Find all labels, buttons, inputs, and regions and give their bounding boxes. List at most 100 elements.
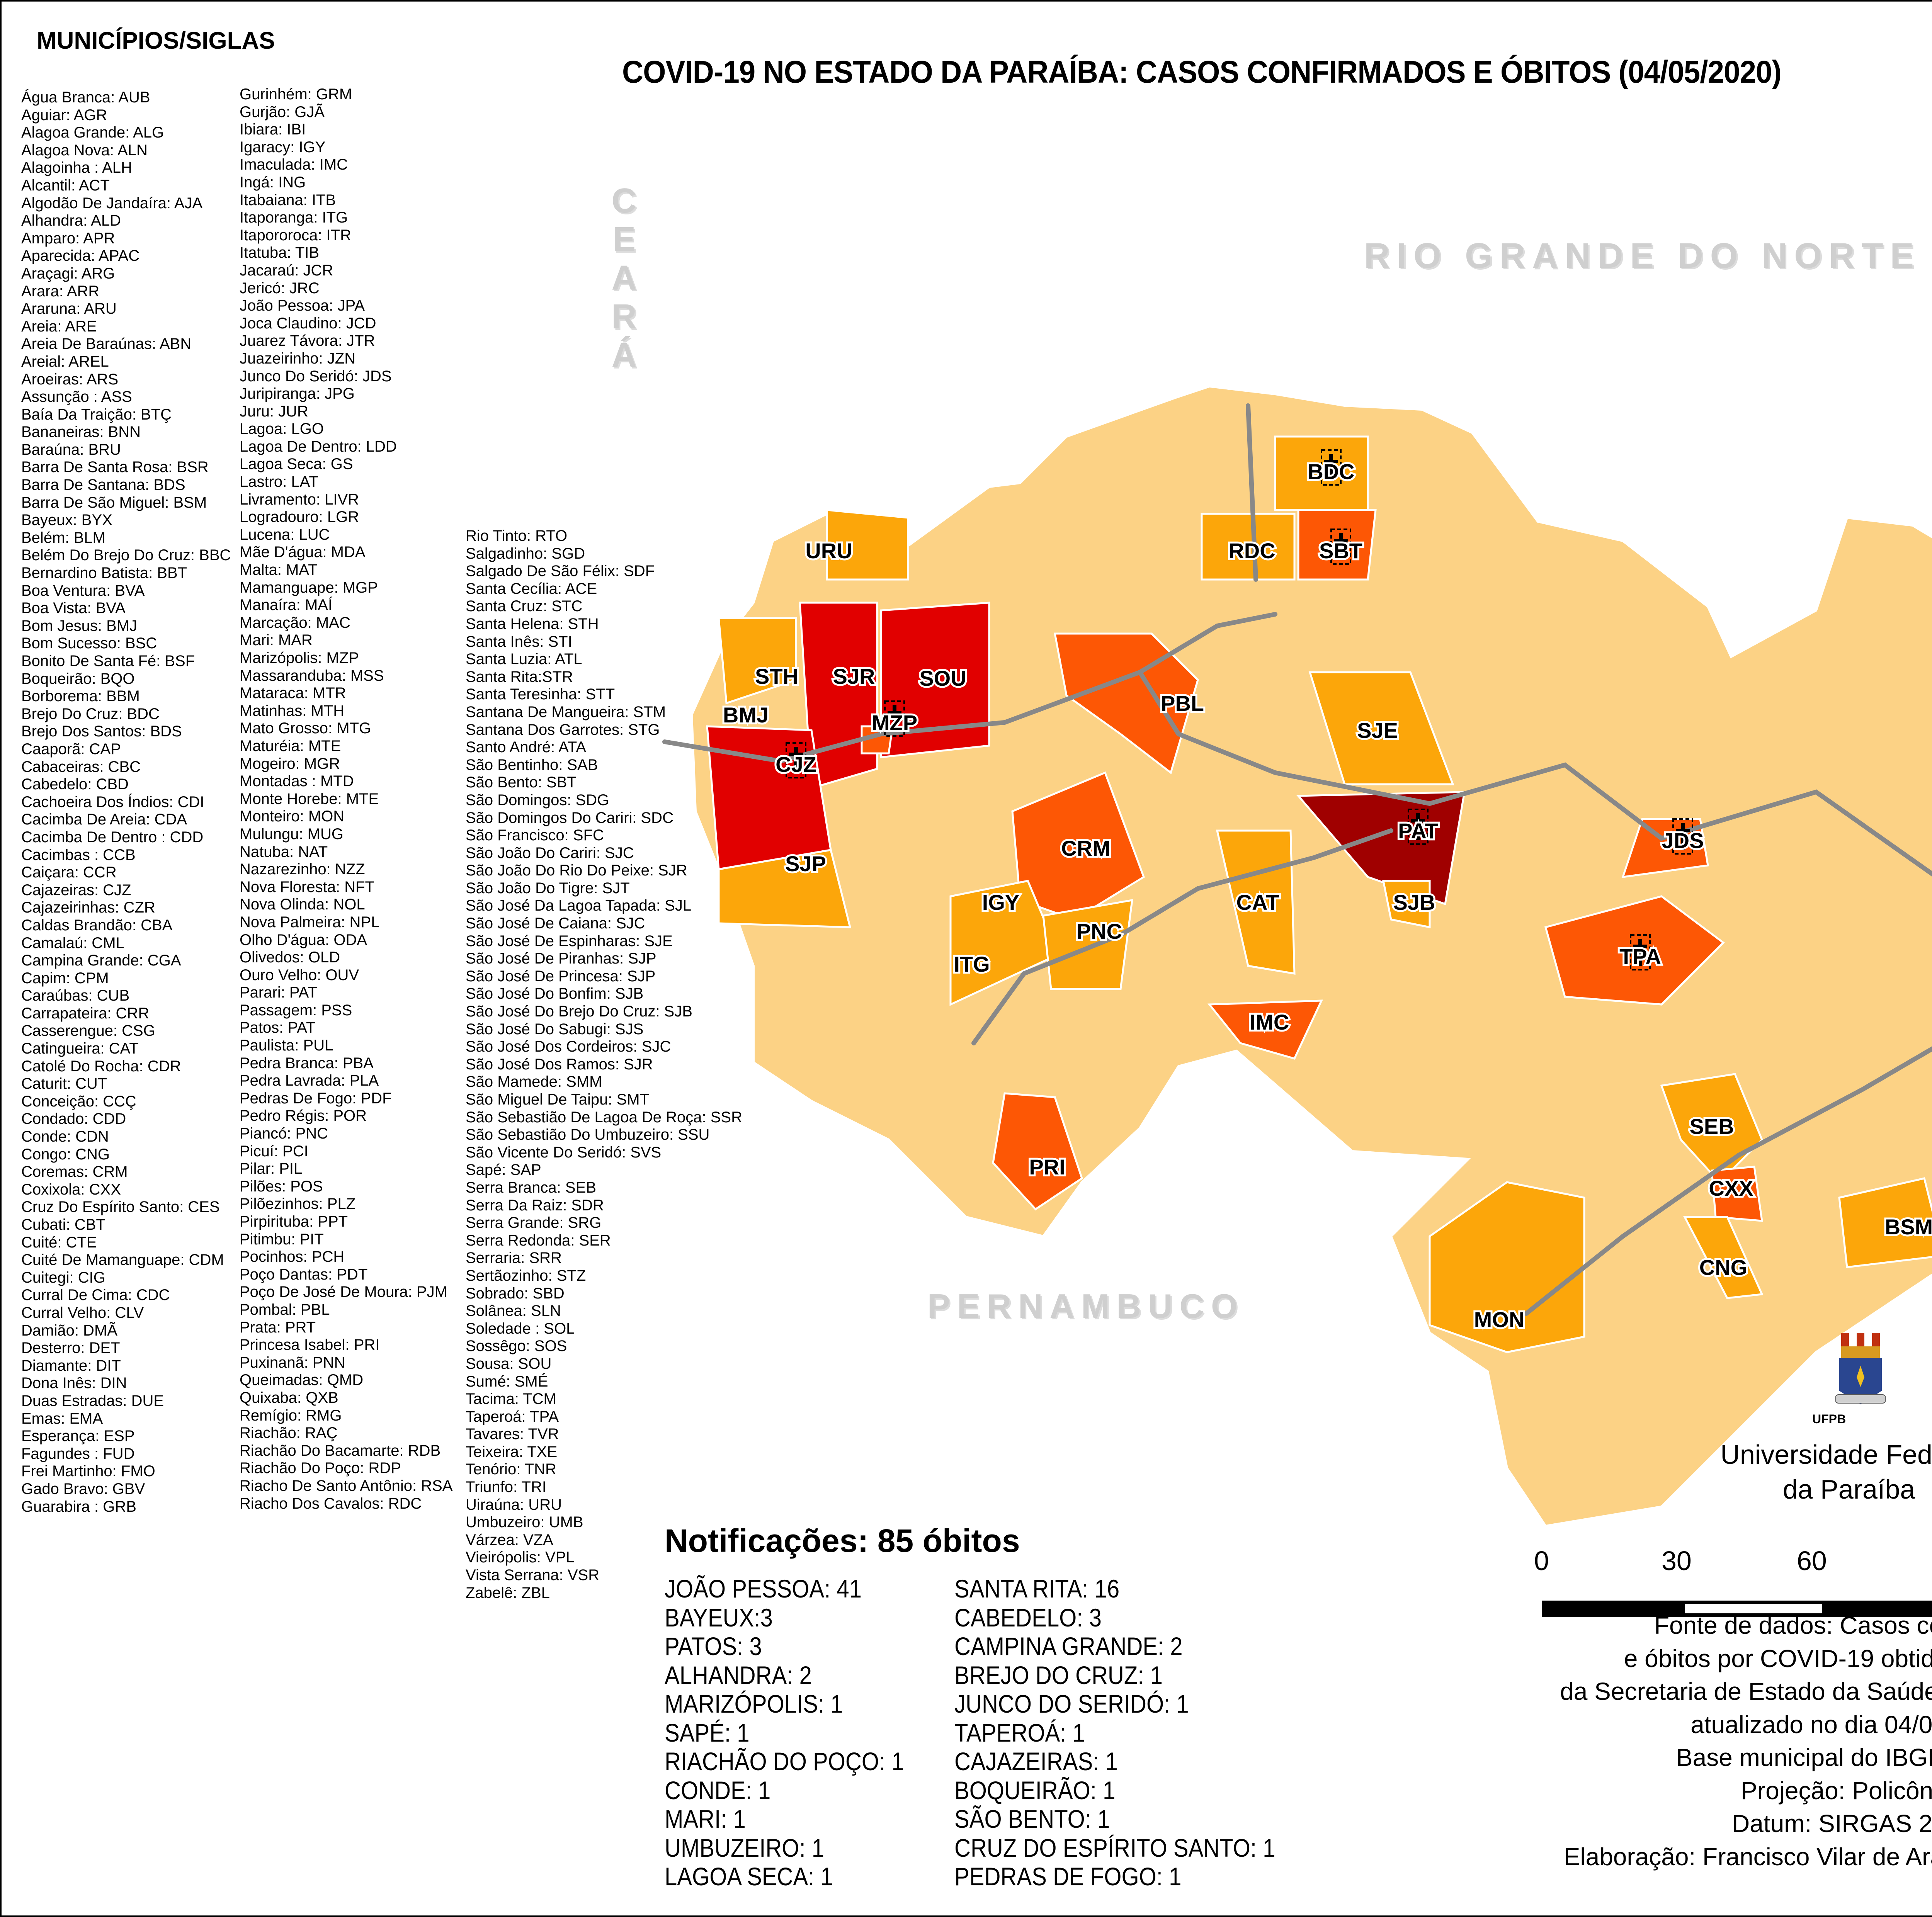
municipio-item: Casserengue: CSG [21,1022,155,1040]
municipio-item: Cubati: CBT [21,1216,105,1233]
obito-count-item: BAYEUX:3 [665,1603,773,1632]
municipios-heading: MUNICÍPIOS/SIGLAS [37,27,275,54]
municipio-item: Quixaba: QXB [240,1389,338,1406]
municipio-item: Zabelê: ZBL [466,1584,550,1601]
credit-line: Datum: SIRGAS 2000 [1731,1810,1932,1837]
municipio-item: Brejo Do Cruz: BDC [21,705,160,722]
municipio-item: Mogeiro: MGR [240,755,340,772]
municipio-item: Frei Martinho: FMO [21,1463,155,1480]
municipio-item: Cuité: CTE [21,1234,97,1251]
municipio-item: Assunção : ASS [21,388,132,406]
death-marker-box [1630,934,1651,970]
municipio-item: São Miguel De Taipu: SMT [466,1091,650,1108]
municipio-item: São Domingos Do Cariri: SDC [466,809,673,826]
municipio-item: Ibiara: IBI [240,121,306,138]
municipio-item: Alagoa Nova: ALN [21,141,148,159]
municipio-item: Lagoa Seca: GS [240,455,353,473]
municipio-item: Juripiranga: JPG [240,385,355,403]
credit-line: atualizado no dia 04/05/2020; [1690,1710,1932,1739]
municipio-item: Cacimba De Dentro : CDD [21,828,204,846]
municipio-item: Conceição: CCÇ [21,1093,136,1110]
municipio-item: Boa Vista: BVA [21,600,126,617]
municipio-item: Santa Cruz: STC [466,598,583,615]
municipio-item: Itaporanga: ITG [240,209,348,226]
municipio-item: Bonito De Santa Fé: BSF [21,653,195,670]
municipality-label: CAT [1236,890,1279,914]
municipio-item: Manaíra: MAÍ [240,597,333,614]
municipio-item: São José Do Sabugi: SJS [466,1020,644,1038]
municipio-item: Caiçara: CCR [21,864,117,881]
municipio-item: São Bentinho: SAB [466,756,598,773]
municipio-item: São José De Espinharas: SJE [466,932,673,950]
municipio-item: Pilar: PIL [240,1160,303,1178]
municipality-label: PNC [1077,919,1122,943]
municipio-item: Pitimbu: PIT [240,1230,324,1248]
municipio-item: Santo André: ATA [466,739,587,756]
municipality-label: TPA [1619,944,1661,969]
death-marker-box [884,700,905,737]
cross-icon [1638,939,1642,966]
obito-count-item: CRUZ DO ESPÍRITO SANTO: 1 [954,1833,1276,1862]
municipio-item: Coxixola: CXX [21,1181,121,1198]
municipio-item: São José Do Brejo Do Cruz: SJB [466,1003,692,1020]
municipio-item: Caaporã: CAP [21,740,121,758]
municipio-item: Cuité De Mamanguape: CDM [21,1251,224,1269]
municipio-item: Aparecida: APAC [21,247,140,265]
municipality-label: SEB [1689,1114,1734,1139]
municipio-item: Camalaú: CML [21,934,124,952]
municipio-item: Nazarezinho: NZZ [240,861,365,878]
obito-count-item: SÃO BENTO: 1 [954,1805,1110,1833]
municipio-item: Belém: BLM [21,529,105,546]
municipio-item: Juazeirinho: JZN [240,350,356,367]
municipality-label: IGY [982,890,1019,914]
municipality-label: SJE [1357,718,1398,743]
source-credits: Fonte de dados: Casos confirmados e óbito… [1499,1609,1932,1873]
municipio-item: Cacimbas : CCB [21,846,136,863]
municipio-item: Cabaceiras: CBC [21,758,141,775]
municipality-label: PRI [1029,1155,1065,1179]
municipio-item: Massaranduba: MSS [240,667,384,684]
municipality-label: CNG [1699,1255,1747,1280]
municipio-item: Pilões: POS [240,1178,323,1195]
municipio-item: Paulista: PUL [240,1037,333,1054]
municipio-item: São Bento: SBT [466,774,577,791]
municipio-item: Cachoeira Dos Índios: CDI [21,793,204,811]
obito-count-item: MARIZÓPOLIS: 1 [665,1689,843,1718]
municipio-item: Diamante: DIT [21,1357,121,1374]
municipio-item: São João Do Cariri: SJC [466,844,634,862]
municipio-item: Serra Branca: SEB [466,1179,596,1196]
municipio-item: São José Da Lagoa Tapada: SJL [466,897,692,914]
municipio-item: Sertãozinho: STZ [466,1267,586,1284]
municipio-item: São José Dos Cordeiros: SJC [466,1038,671,1055]
municipio-item: Catolé Do Rocha: CDR [21,1057,181,1075]
municipio-item: Damião: DMÃ [21,1322,117,1339]
municipio-item: Vieirópolis: VPL [466,1549,575,1566]
municipio-item: Gado Bravo: GBV [21,1480,145,1497]
municipio-item: Picuí: PCI [240,1142,308,1160]
municipio-item: Gurinhém: GRM [240,86,352,103]
municipio-item: Piancó: PNC [240,1125,328,1142]
municipios-list-col3: Rio Tinto: RTO Salgadinho: SGD Salgado De … [466,527,742,1602]
municipio-item: Pirpirituba: PPT [240,1213,348,1230]
municipio-item: Imaculada: IMC [240,156,348,173]
municipio-item: Alhandra: ALD [21,212,121,229]
municipios-list-col2: Gurinhém: GRM Gurjão: GJÃ Ibiara: IBI Igara… [240,86,452,1513]
municipio-item: Prata: PRT [240,1319,316,1336]
municipio-item: Triunfo: TRI [466,1479,546,1496]
municipality-label: MZP [872,710,917,735]
municipio-item: Pedra Branca: PBA [240,1054,374,1072]
municipality-labels: URU BDC RDC SBT STH SJR SOU BMJ MZP CJZ PBL SJE PAT S… [721,449,1932,1334]
municipality-label: IMC [1250,1010,1289,1034]
municipio-item: Lagoa De Dentro: LDD [240,438,397,455]
credit-line: Projeção: Policônica [1741,1776,1932,1805]
obito-count-item: RIACHÃO DO POÇO: 1 [665,1747,904,1776]
municipio-item: Bom Sucesso: BSC [21,635,157,652]
municipio-item: Fagundes : FUD [21,1445,135,1462]
cross-icon [789,753,803,756]
municipality-label: SJR [833,664,875,688]
municipio-item: Riachão Do Poço: RDP [240,1460,401,1477]
municipio-item: São Mamede: SMM [466,1073,602,1091]
municipio-item: Montadas : MTD [240,773,354,790]
municipio-item: Boa Ventura: BVA [21,582,145,599]
